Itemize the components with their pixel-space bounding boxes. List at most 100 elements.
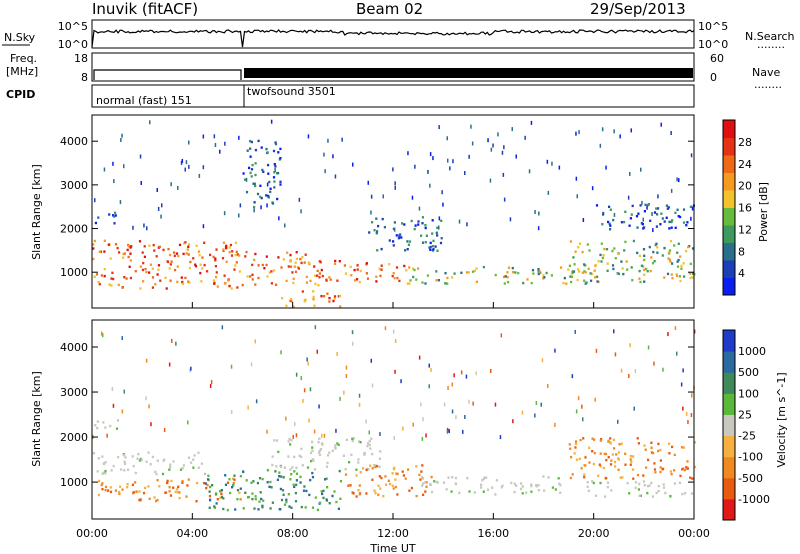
echo-cell [645,466,648,469]
echo-cell [344,468,347,471]
echo-cell [682,208,686,211]
cpid-label: CPID [6,88,35,101]
echo-cell [118,492,121,496]
echo-cell [575,458,579,461]
colorbar-tick-label: -500 [738,472,763,485]
echo-cell [238,135,240,140]
echo-cell [591,272,594,276]
echo-cell [654,471,657,474]
echo-cell [449,166,451,171]
echo-cell [106,433,108,438]
echo-cell [425,485,428,488]
echo-cell [637,442,640,445]
echo-cell [388,263,391,266]
echo-cell [166,480,169,483]
echo-cell [638,494,641,498]
echo-cell [187,253,190,256]
echo-cell [205,486,208,490]
echo-cell [613,129,615,134]
echo-cell [644,448,647,451]
echo-cell [277,256,280,259]
echo-cell [370,437,373,440]
echo-cell [521,410,524,415]
echo-cell [184,276,187,280]
echo-cell [311,506,315,509]
echo-cell [323,152,325,157]
colorbar-swatch [723,393,735,415]
echo-cell [369,447,372,450]
echo-cell [289,260,292,263]
echo-cell [119,485,122,488]
echo-cell [634,369,637,373]
echo-cell [421,216,424,219]
echo-cell [583,270,586,273]
echo-cell [594,263,597,267]
echo-cell [464,171,466,175]
echo-cell [188,266,191,270]
echo-cell [646,203,650,207]
echo-cell [193,454,196,457]
echo-cell [392,329,395,334]
echo-cell [112,161,114,166]
echo-cell [587,267,590,270]
echo-cell [679,474,682,478]
echo-cell [659,470,662,474]
echo-cell [269,480,272,484]
echo-cell [333,297,336,300]
echo-cell [96,420,99,423]
echo-cell [458,491,461,495]
echo-cell [595,348,598,353]
colorbar-frame [722,119,736,296]
nsky-trace [91,29,695,48]
echo-cell [489,178,492,183]
echo-cell [214,257,217,260]
echo-cell [371,452,374,456]
echo-cell [258,477,262,480]
echo-cell [379,274,382,278]
echo-cell [278,475,281,478]
echo-cell [112,403,115,408]
echo-cell [412,422,414,427]
echo-cell [345,374,348,378]
echo-cell [428,246,431,249]
echo-cell [334,444,337,447]
echo-cell [429,183,431,188]
echo-cell [429,248,432,251]
echo-cell [403,223,406,226]
echo-cell [599,439,602,442]
echo-cell [345,438,348,441]
echo-cell [303,261,306,264]
echo-cell [375,232,378,235]
echo-cell [181,282,185,286]
echo-cell [431,219,434,222]
echo-cell [169,463,172,466]
echo-cell [123,469,126,472]
echo-cell [123,252,126,255]
echo-cell [320,295,323,298]
echo-cell [290,439,293,442]
echo-cell [251,492,254,495]
echo-cell [357,461,360,464]
echo-cell [355,468,358,471]
echo-cell [219,149,221,154]
echo-cell [380,264,383,267]
echo-cell [198,173,201,178]
echo-cell [305,489,308,493]
echo-cell [338,469,341,473]
echo-cell [686,460,689,463]
echo-cell [430,490,434,494]
echo-cell [577,268,580,271]
echo-cell [256,481,259,485]
echo-cell [684,492,687,495]
echo-cell [376,230,379,233]
echo-cell [451,476,454,479]
echo-cell [294,491,297,495]
echo-cell [680,267,683,270]
echo-cell [393,277,396,280]
beam-title: Beam 02 [356,0,423,18]
echo-cell [646,491,649,495]
echo-cell [538,270,541,273]
echo-cell [333,295,337,298]
echo-cell [558,482,561,485]
